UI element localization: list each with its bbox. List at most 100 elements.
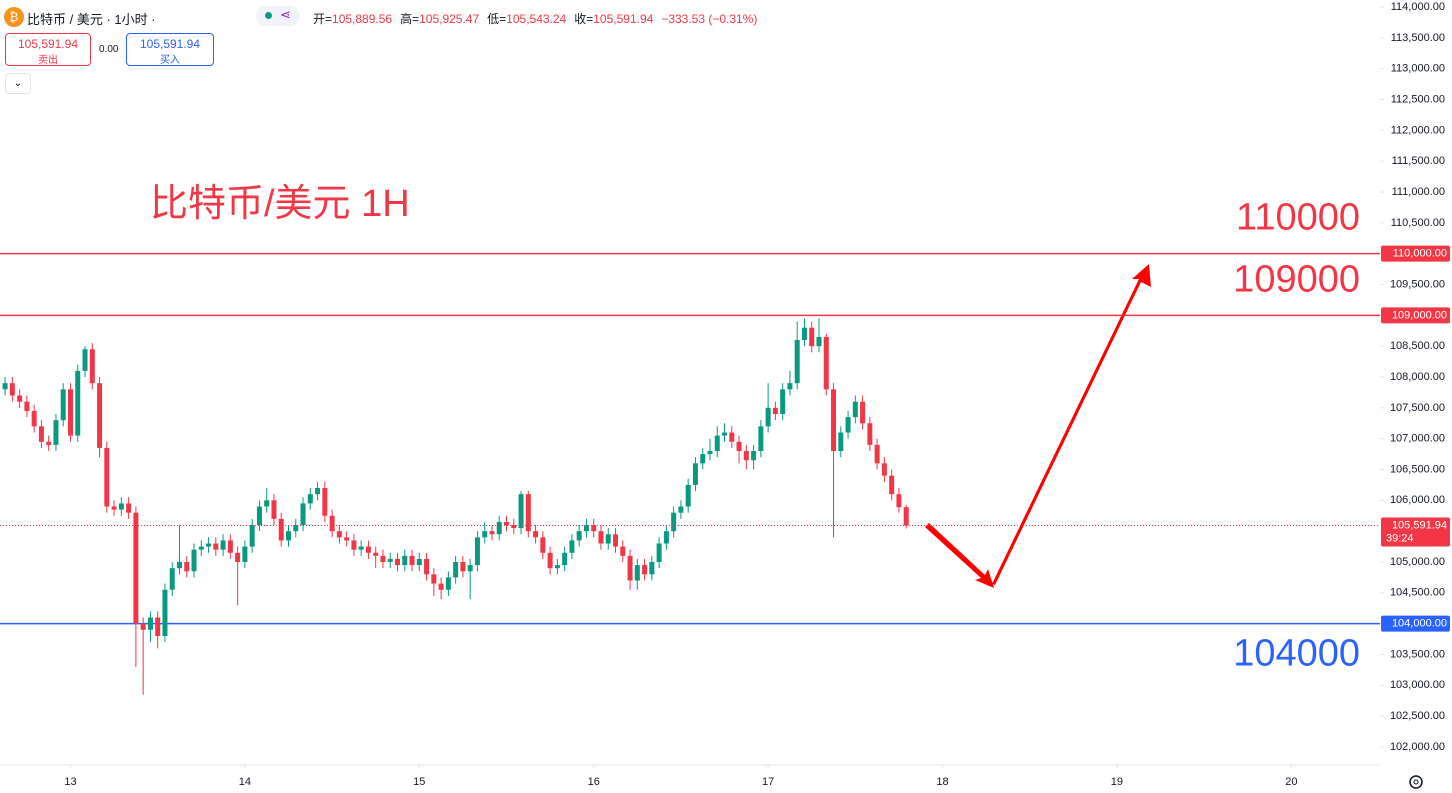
y-tick-label: 113,000.00 <box>1391 63 1445 75</box>
y-tick-label: 112,000.00 <box>1391 124 1445 136</box>
candle-body <box>264 500 270 507</box>
candle-body <box>438 583 444 590</box>
candle-body <box>409 555 415 566</box>
candle-body <box>896 494 902 508</box>
level-axis-box <box>1381 307 1450 324</box>
y-tick-label: 102,000.00 <box>1390 741 1445 753</box>
candle-body <box>569 540 575 553</box>
candle-body <box>213 543 219 550</box>
y-tick-label: 102,500.00 <box>1390 710 1445 722</box>
candle-body <box>751 451 757 461</box>
sell-price: 105,591.94 <box>17 37 79 51</box>
btc-icon: ₿ <box>4 7 24 27</box>
candle-body <box>162 589 168 636</box>
candle-body <box>845 417 851 433</box>
candle-body <box>53 420 59 445</box>
candle-body <box>591 525 597 532</box>
candle-body <box>809 327 815 347</box>
candle-body <box>903 507 909 526</box>
candle-body <box>75 370 81 436</box>
y-tick-label: 114,000.00 <box>1391 1 1445 13</box>
sell-button[interactable]: 105,591.94 卖出 <box>5 33 91 66</box>
candle-body <box>285 531 291 541</box>
candle-body <box>358 546 364 550</box>
ohlc-label: 低= <box>487 12 507 26</box>
candle-body <box>714 435 720 452</box>
collapse-button[interactable]: ⌄ <box>5 73 31 94</box>
candle-body <box>598 531 604 544</box>
candle-body <box>373 552 379 556</box>
candle-body <box>67 389 73 436</box>
y-tick-label: 111,500.00 <box>1392 155 1445 167</box>
candle-body <box>511 525 517 529</box>
candle-body <box>242 546 248 563</box>
candle-body <box>315 488 321 495</box>
ohlc-legend: 开=105,889.56 高=105,925.47 低=105,543.24 收=10… <box>313 10 757 27</box>
settings-icon[interactable] <box>1409 775 1423 789</box>
x-tick-label: 16 <box>588 776 600 788</box>
level-axis-label: 104,000.00 <box>1392 618 1447 630</box>
candle-body <box>453 562 459 578</box>
candle-body <box>467 565 473 572</box>
candle-body <box>89 349 95 384</box>
candle-body <box>700 454 706 464</box>
candle-body <box>278 518 284 541</box>
candle-body <box>874 444 880 464</box>
candle-body <box>329 515 335 532</box>
candle-body <box>685 484 691 507</box>
candle-body <box>431 574 437 584</box>
candle-body <box>235 552 241 563</box>
candle-body <box>554 565 560 569</box>
y-tick-label: 104,500.00 <box>1390 587 1445 599</box>
level-axis-label: 110,000.00 <box>1393 248 1447 260</box>
y-tick-label: 108,000.00 <box>1390 371 1445 383</box>
candle-body <box>852 401 858 418</box>
candle-body <box>387 558 393 563</box>
x-tick-label: 13 <box>64 776 76 788</box>
candle-body <box>24 401 30 411</box>
ohlc-label: 高= <box>400 12 420 26</box>
y-tick-label: 108,500.00 <box>1390 340 1445 352</box>
candle-body <box>678 506 684 513</box>
symbol-title[interactable]: 比特币 / 美元 · 1小时 · <box>27 12 156 27</box>
candle-body <box>351 540 357 550</box>
last-price-label: 105,591.94 <box>1392 519 1447 531</box>
candle-body <box>402 555 408 566</box>
buy-button[interactable]: 105,591.94 买入 <box>126 33 214 66</box>
candle-body <box>613 534 619 547</box>
y-tick-label: 105,000.00 <box>1390 556 1445 568</box>
candle-body <box>206 543 212 547</box>
candle-body <box>794 340 800 384</box>
candle-body <box>256 506 262 526</box>
candle-body <box>656 543 662 563</box>
y-tick-label: 106,500.00 <box>1390 463 1445 475</box>
candle-body <box>17 395 23 402</box>
sell-label: 卖出 <box>38 55 58 66</box>
candle-body <box>147 617 153 630</box>
buy-price: 105,591.94 <box>139 37 201 51</box>
spread: 0.00 <box>99 44 119 55</box>
candle-body <box>155 617 161 636</box>
candle-body <box>801 327 807 341</box>
level-big-label: 109000 <box>1233 258 1360 300</box>
candle-body <box>489 531 495 535</box>
candle-body <box>496 521 502 535</box>
candle-body <box>525 494 531 532</box>
candle-body <box>395 558 401 566</box>
candle-body <box>743 451 749 461</box>
candle-body <box>605 534 611 544</box>
x-tick-label: 17 <box>762 776 774 788</box>
candle-body <box>838 432 844 452</box>
arrow-up <box>992 264 1151 585</box>
candle-body <box>816 336 822 347</box>
ohlc-label: 收= <box>574 12 594 26</box>
candle-body <box>576 531 582 541</box>
chart-title: 比特币/美元 1H <box>150 183 410 225</box>
level-big-label: 110000 <box>1236 197 1360 239</box>
candle-body <box>518 494 524 529</box>
candle-body <box>191 549 197 572</box>
candle-body <box>787 383 793 390</box>
indicator-pill[interactable]: ⋖ <box>256 6 300 26</box>
candle-body <box>126 503 132 513</box>
y-tick-label: 112,500.00 <box>1391 93 1445 105</box>
